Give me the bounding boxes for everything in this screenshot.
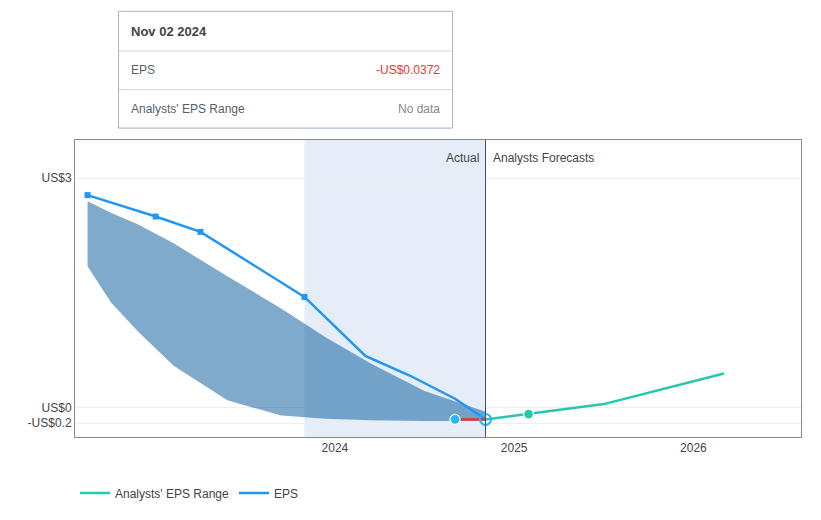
svg-text:-US$0.0372: -US$0.0372: [376, 63, 440, 77]
svg-text:US$3: US$3: [42, 171, 72, 185]
svg-text:Analysts Forecasts: Analysts Forecasts: [493, 151, 594, 165]
svg-text:Analysts' EPS Range: Analysts' EPS Range: [115, 487, 229, 501]
svg-text:2024: 2024: [322, 441, 349, 455]
svg-text:-US$0.2: -US$0.2: [28, 416, 72, 430]
svg-text:2026: 2026: [680, 441, 707, 455]
svg-text:EPS: EPS: [274, 487, 298, 501]
svg-text:Analysts' EPS Range: Analysts' EPS Range: [131, 102, 245, 116]
svg-text:No data: No data: [398, 102, 440, 116]
svg-text:Nov 02 2024: Nov 02 2024: [131, 24, 207, 39]
svg-text:Actual: Actual: [446, 151, 479, 165]
svg-text:US$0: US$0: [42, 401, 72, 415]
svg-text:EPS: EPS: [131, 63, 155, 77]
svg-text:2025: 2025: [501, 441, 528, 455]
